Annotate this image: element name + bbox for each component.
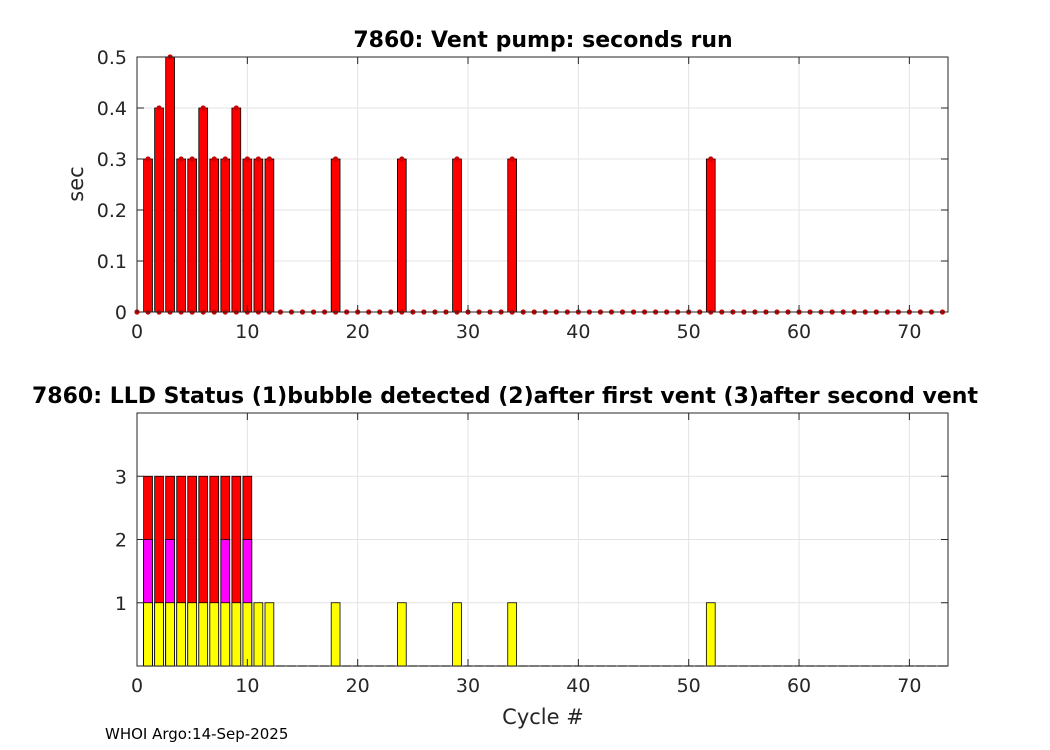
vent-pump-xtick-label: 70 bbox=[897, 321, 921, 343]
lld-status-bar-level1 bbox=[187, 602, 197, 667]
lld-status-bar-level1 bbox=[330, 602, 341, 667]
lld-status-bar-level1 bbox=[154, 602, 164, 667]
lld-status-bar-level1 bbox=[231, 602, 242, 667]
lld-status-xtick-label: 0 bbox=[131, 675, 143, 697]
vent-pump-bar bbox=[209, 158, 220, 313]
vent-pump-xtick-label: 50 bbox=[677, 321, 701, 343]
vent-pump-bar bbox=[507, 158, 517, 313]
vent-pump-marker bbox=[156, 105, 162, 111]
lld-status-bar-level1 bbox=[705, 602, 716, 667]
lld-status-chart: 0 10 20 30 40 50 60 70 1 2 3 7860: LLD Status (1)b… bbox=[32, 384, 978, 729]
vent-pump-bar bbox=[264, 158, 275, 313]
vent-pump-xtick-label: 10 bbox=[235, 321, 259, 343]
vent-pump-ytick-label: 0.1 bbox=[97, 251, 127, 273]
lld-status-bar-level1 bbox=[507, 602, 517, 667]
vent-pump-marker bbox=[222, 156, 228, 162]
vent-pump-xtick-label: 0 bbox=[131, 321, 143, 343]
vent-pump-ytick-label: 0.5 bbox=[97, 47, 127, 69]
vent-pump-bar bbox=[198, 107, 209, 313]
lld-status-xtick-label: 10 bbox=[235, 675, 259, 697]
lld-status-xtick-label: 20 bbox=[346, 675, 370, 697]
vent-pump-marker bbox=[211, 156, 217, 162]
vent-pump-marker bbox=[509, 156, 515, 162]
vent-pump-bar bbox=[176, 158, 186, 313]
vent-pump-axes-box bbox=[136, 56, 949, 313]
lld-status-bar-level1 bbox=[242, 602, 253, 667]
vent-pump-bar bbox=[452, 158, 462, 313]
lld-status-bar-level1 bbox=[397, 602, 407, 667]
lld-status-ytick-label: 1 bbox=[115, 593, 127, 615]
vent-pump-bar bbox=[143, 158, 153, 313]
lld-status-ytick-label: 2 bbox=[115, 530, 127, 552]
lld-status-bar-level1 bbox=[209, 602, 220, 667]
vent-pump-marker bbox=[244, 156, 250, 162]
vent-pump-marker bbox=[189, 156, 195, 162]
vent-pump-chart: 0 10 20 30 40 50 60 70 0 0.1 0.2 0.3 0.4 0.5 7860: Ve… bbox=[64, 28, 949, 343]
vent-pump-bar bbox=[242, 158, 253, 313]
vent-pump-ytick-label: 0.3 bbox=[97, 149, 127, 171]
vent-pump-bar bbox=[705, 158, 716, 313]
lld-status-xtick-label: 30 bbox=[456, 675, 480, 697]
vent-pump-bar bbox=[187, 158, 197, 313]
vent-pump-bar bbox=[165, 56, 175, 313]
vent-pump-xtick-label: 60 bbox=[787, 321, 811, 343]
lld-status-ytick-label: 3 bbox=[115, 466, 127, 488]
vent-pump-marker bbox=[708, 156, 714, 162]
vent-pump-xtick-label: 40 bbox=[566, 321, 590, 343]
vent-pump-xtick-label: 30 bbox=[456, 321, 480, 343]
vent-pump-marker bbox=[266, 156, 273, 162]
vent-pump-ytick-label: 0 bbox=[115, 302, 127, 324]
lld-status-xlabel: Cycle # bbox=[502, 705, 584, 729]
vent-pump-ticks: 0 10 20 30 40 50 60 70 0 0.1 0.2 0.3 0.4 0.5 bbox=[97, 47, 948, 343]
lld-status-xtick-label: 70 bbox=[897, 675, 921, 697]
footer-credit: WHOI Argo:14-Sep-2025 bbox=[105, 725, 289, 743]
vent-pump-xtick-label: 20 bbox=[346, 321, 370, 343]
lld-status-title: 7860: LLD Status (1)bubble detected (2)a… bbox=[32, 384, 978, 409]
vent-pump-bar bbox=[231, 107, 242, 313]
lld-status-ticks: 0 10 20 30 40 50 60 70 1 2 3 bbox=[115, 413, 948, 697]
vent-pump-marker bbox=[454, 156, 460, 162]
lld-status-bar-level1 bbox=[452, 602, 462, 667]
vent-pump-bar bbox=[330, 158, 341, 313]
lld-status-bar-level1 bbox=[143, 602, 153, 667]
lld-status-xtick-label: 50 bbox=[677, 675, 701, 697]
lld-status-bar-level1 bbox=[220, 602, 231, 667]
vent-pump-ytick-label: 0.2 bbox=[97, 200, 127, 222]
lld-status-xtick-label: 40 bbox=[566, 675, 590, 697]
vent-pump-bar bbox=[154, 107, 164, 313]
lld-status-bar-level1 bbox=[264, 602, 275, 667]
vent-pump-bars bbox=[134, 54, 946, 315]
vent-pump-marker bbox=[255, 156, 261, 162]
lld-status-bar-level1 bbox=[198, 602, 209, 667]
lld-status-xtick-label: 60 bbox=[787, 675, 811, 697]
vent-pump-bar bbox=[253, 158, 264, 313]
lld-status-bar-level1 bbox=[176, 602, 186, 667]
lld-status-bar-level1 bbox=[253, 602, 264, 667]
vent-pump-title: 7860: Vent pump: seconds run bbox=[353, 28, 732, 53]
vent-pump-ytick-label: 0.4 bbox=[97, 98, 127, 120]
vent-pump-bar bbox=[220, 158, 231, 313]
vent-pump-marker bbox=[178, 156, 184, 162]
vent-pump-marker bbox=[399, 156, 405, 162]
lld-status-bar-level1 bbox=[165, 602, 175, 667]
vent-pump-bar bbox=[397, 158, 407, 313]
vent-pump-marker bbox=[333, 156, 339, 162]
vent-pump-marker bbox=[200, 105, 206, 111]
vent-pump-marker bbox=[145, 156, 151, 162]
vent-pump-marker bbox=[233, 105, 239, 111]
vent-pump-ylabel: sec bbox=[64, 166, 88, 201]
